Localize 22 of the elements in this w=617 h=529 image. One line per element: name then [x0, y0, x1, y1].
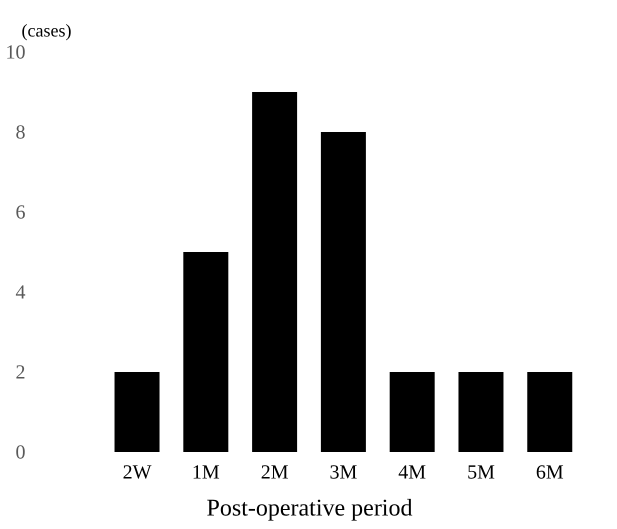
x-tick-label: 5M [467, 462, 496, 484]
x-tick-label: 1M [192, 462, 220, 484]
bar [458, 372, 504, 452]
y-tick-label: 4 [16, 282, 26, 304]
x-tick-label: 3M [329, 462, 358, 484]
x-tick-label: 6M [536, 462, 564, 484]
bar [320, 132, 366, 452]
bar [390, 372, 435, 452]
bar [114, 372, 160, 452]
y-tick-label: 10 [6, 42, 26, 64]
x-axis-title: Post-operative period [206, 496, 412, 522]
y-tick-label: 8 [16, 122, 26, 144]
y-tick-label: 0 [16, 442, 26, 464]
y-axis-title: (cases) [22, 20, 72, 40]
y-tick-label: 6 [16, 202, 26, 224]
x-tick-label: 4M [398, 462, 426, 484]
x-tick-label: 2W [122, 462, 152, 484]
y-tick-label: 2 [16, 362, 26, 384]
bar [527, 372, 572, 452]
bar [252, 92, 298, 452]
x-tick-label: 2M [260, 462, 289, 484]
bar [183, 252, 228, 452]
